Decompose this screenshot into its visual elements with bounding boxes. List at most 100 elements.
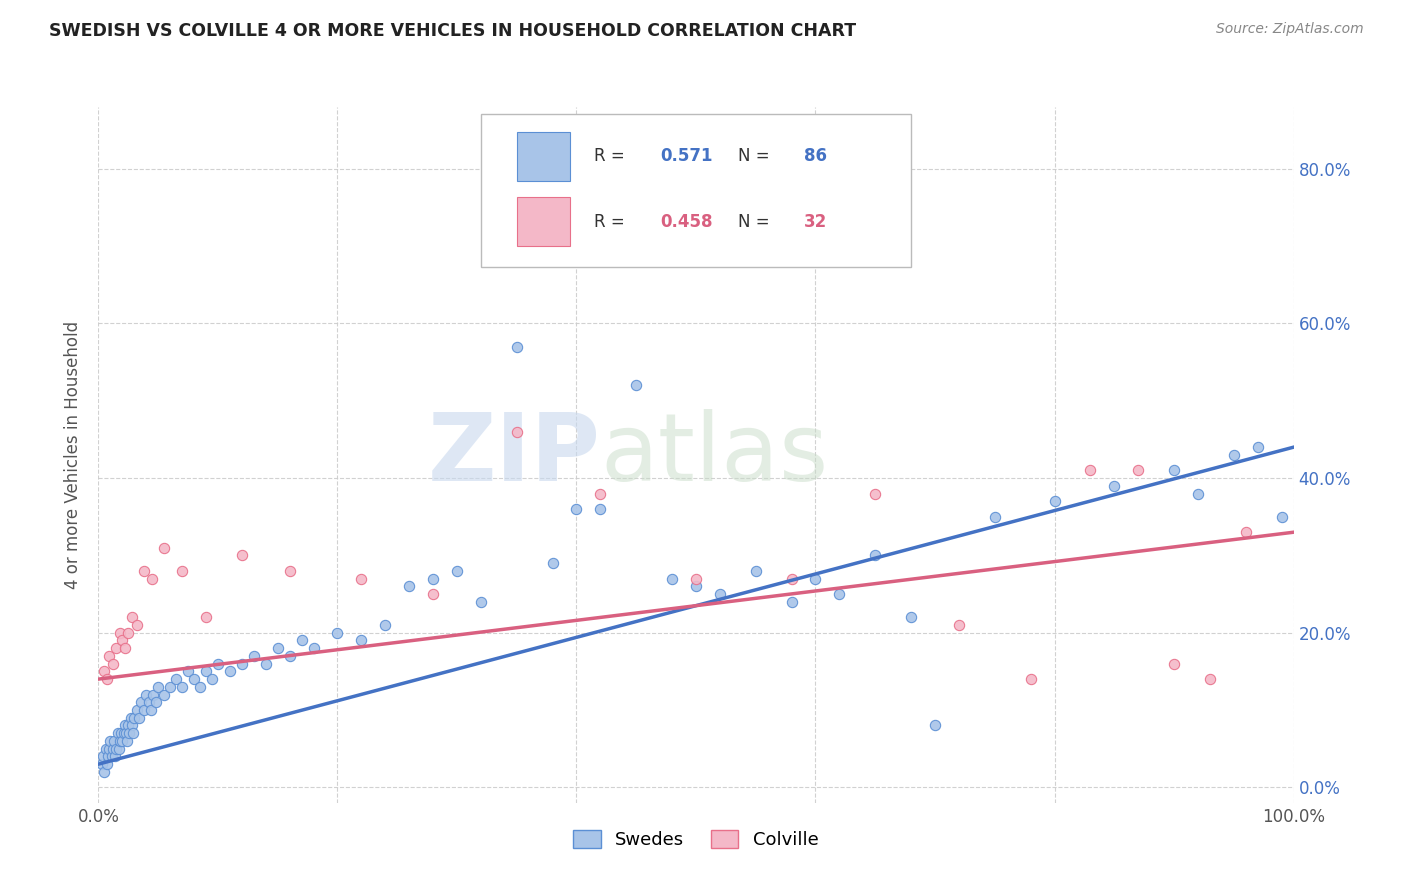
Point	[1199, 672, 1222, 686]
Point	[139, 703, 162, 717]
Point	[91, 749, 114, 764]
Point	[804, 572, 827, 586]
Point	[243, 648, 266, 663]
Point	[97, 749, 120, 764]
Text: R =: R =	[595, 147, 630, 165]
Point	[326, 625, 349, 640]
Point	[565, 502, 588, 516]
Point	[128, 711, 150, 725]
Point	[506, 340, 529, 354]
Point	[900, 610, 922, 624]
Point	[165, 672, 187, 686]
Point	[117, 625, 139, 640]
Point	[350, 572, 373, 586]
Point	[188, 680, 211, 694]
Point	[865, 549, 887, 563]
Point	[446, 564, 468, 578]
Point	[118, 726, 141, 740]
Point	[125, 618, 148, 632]
Point	[96, 672, 118, 686]
Point	[94, 741, 117, 756]
Point	[108, 625, 131, 640]
Point	[1223, 448, 1246, 462]
Point	[91, 757, 114, 772]
Point	[132, 564, 155, 578]
Point	[159, 680, 181, 694]
Point	[172, 564, 194, 578]
Point	[865, 486, 887, 500]
Point	[1128, 463, 1150, 477]
Point	[135, 688, 157, 702]
Point	[125, 703, 148, 717]
FancyBboxPatch shape	[481, 114, 911, 267]
Point	[96, 757, 118, 772]
Point	[93, 665, 115, 679]
Point	[470, 595, 492, 609]
Point	[1043, 494, 1066, 508]
Point	[709, 587, 731, 601]
Point	[93, 764, 115, 779]
Point	[254, 657, 277, 671]
Point	[105, 641, 128, 656]
Text: 86: 86	[804, 147, 827, 165]
Point	[117, 718, 139, 732]
Point	[267, 641, 290, 656]
Text: N =: N =	[738, 147, 775, 165]
Text: R =: R =	[595, 213, 630, 231]
Point	[100, 749, 122, 764]
Point	[114, 718, 136, 732]
Point	[148, 680, 170, 694]
Point	[142, 688, 165, 702]
Point	[1271, 509, 1294, 524]
Point	[541, 556, 564, 570]
Point	[1080, 463, 1102, 477]
Point	[115, 726, 138, 740]
Point	[183, 672, 205, 686]
Point	[745, 564, 768, 578]
Point	[626, 378, 648, 392]
Text: atlas: atlas	[600, 409, 828, 501]
Point	[780, 595, 803, 609]
Point	[101, 741, 124, 756]
Text: Source: ZipAtlas.com: Source: ZipAtlas.com	[1216, 22, 1364, 37]
Point	[108, 734, 131, 748]
Point	[589, 486, 612, 500]
Point	[302, 641, 325, 656]
Point	[114, 641, 136, 656]
Point	[121, 718, 143, 732]
Point	[107, 726, 129, 740]
Point	[1104, 479, 1126, 493]
FancyBboxPatch shape	[517, 197, 571, 246]
Point	[1163, 657, 1185, 671]
Point	[422, 587, 444, 601]
Point	[112, 726, 135, 740]
Point	[172, 680, 194, 694]
Point	[115, 734, 138, 748]
Point	[219, 665, 242, 679]
Text: 0.571: 0.571	[661, 147, 713, 165]
Text: 0.458: 0.458	[661, 213, 713, 231]
Point	[1187, 486, 1209, 500]
Point	[98, 734, 122, 748]
Point	[278, 564, 301, 578]
Point	[201, 672, 224, 686]
Point	[153, 688, 176, 702]
Point	[1019, 672, 1042, 686]
Point	[122, 726, 145, 740]
Text: SWEDISH VS COLVILLE 4 OR MORE VEHICLES IN HOUSEHOLD CORRELATION CHART: SWEDISH VS COLVILLE 4 OR MORE VEHICLES I…	[49, 22, 856, 40]
Point	[207, 657, 229, 671]
Point	[98, 648, 121, 663]
Point	[153, 541, 176, 555]
Point	[103, 734, 125, 748]
Point	[177, 665, 200, 679]
Point	[685, 572, 707, 586]
Point	[374, 618, 396, 632]
Point	[131, 695, 153, 709]
Point	[110, 726, 132, 740]
Point	[278, 648, 301, 663]
Text: 32: 32	[804, 213, 827, 231]
Point	[138, 695, 160, 709]
Point	[1163, 463, 1185, 477]
Point	[145, 695, 167, 709]
Point	[924, 718, 946, 732]
